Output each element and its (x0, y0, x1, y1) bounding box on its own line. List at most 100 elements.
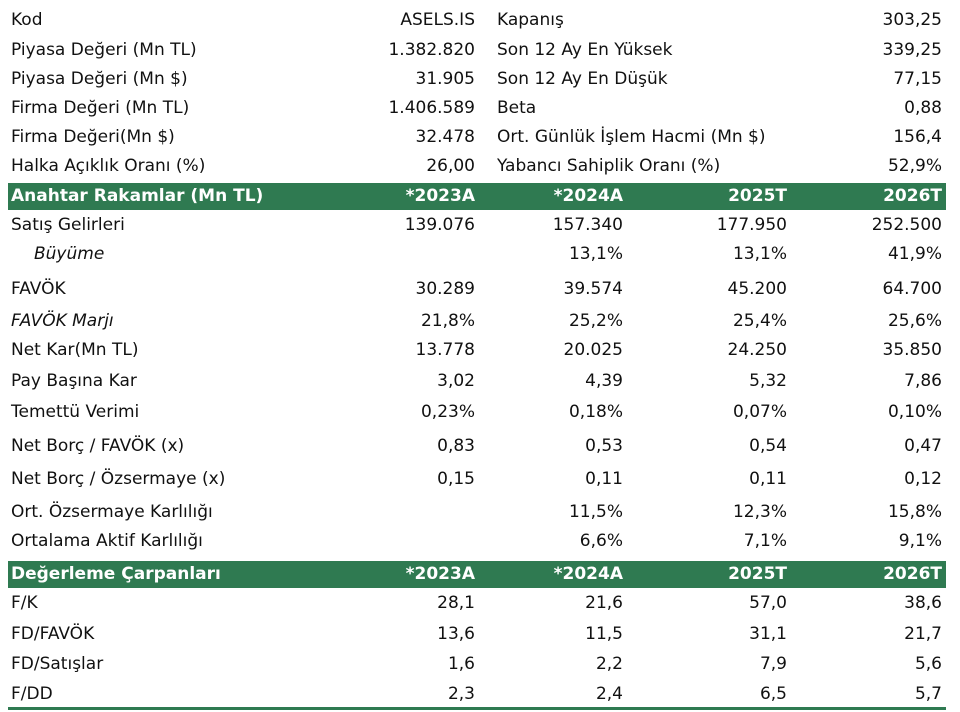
summary-label: Piyasa Değeri (Mn TL) (11, 40, 197, 60)
summary-value-2: 0,88 (904, 98, 942, 118)
summary-value-2: 303,25 (882, 10, 942, 30)
row-value: 30.289 (415, 279, 475, 299)
row-value: 9,1% (898, 531, 942, 551)
row-value: 21,7 (904, 624, 942, 644)
row-label: Net Borç / FAVÖK (x) (11, 436, 185, 456)
key-figures-header: Anahtar Rakamlar (Mn TL) *2023A *2024A 2025… (8, 183, 946, 210)
summary-row: Firma Değeri (Mn TL) 1.406.589 Beta 0,88 (8, 95, 946, 121)
valuation-multiples-header: Değerleme Çarpanları *2023A *2024A 2025T 202… (8, 561, 946, 588)
row-label: Pay Başına Kar (11, 371, 137, 391)
row-value: 15,8% (887, 502, 942, 522)
section-title: Anahtar Rakamlar (Mn TL) (11, 186, 264, 206)
row-value: 177.950 (716, 215, 787, 235)
row-value: 0,83 (437, 436, 475, 456)
summary-label-2: Son 12 Ay En Düşük (497, 69, 668, 89)
summary-label-2: Ort. Günlük İşlem Hacmi (Mn $) (497, 127, 766, 147)
row-label: Net Borç / Özsermaye (x) (11, 469, 226, 489)
summary-value: 32.478 (415, 127, 475, 147)
summary-label: Firma Değeri(Mn $) (11, 127, 175, 147)
row-value: 1,6 (447, 654, 475, 674)
row-value: 41,9% (887, 244, 942, 264)
row-value: 25,4% (732, 311, 787, 331)
row-value: 2,2 (595, 654, 623, 674)
row-value: 252.500 (871, 215, 942, 235)
row-value: 0,15 (437, 469, 475, 489)
row-value: 0,47 (904, 436, 942, 456)
summary-value: 31.905 (415, 69, 475, 89)
summary-label: Kod (11, 10, 43, 30)
summary-value-2: 339,25 (882, 40, 942, 60)
row-value: 7,1% (743, 531, 787, 551)
row-value: 6,6% (579, 531, 623, 551)
data-row: F/DD 2,3 2,4 6,5 5,7 (8, 681, 946, 707)
column-header: *2023A (405, 564, 475, 584)
data-row: Temettü Verimi 0,23% 0,18% 0,07% 0,10% (8, 399, 946, 425)
column-header: *2023A (405, 186, 475, 206)
row-value: 2,3 (447, 684, 475, 704)
row-value: 13,1% (732, 244, 787, 264)
row-label: F/K (11, 593, 38, 613)
row-value: 13,1% (568, 244, 623, 264)
row-value: 0,11 (749, 469, 787, 489)
row-value: 39.574 (563, 279, 623, 299)
row-value: 11,5% (568, 502, 623, 522)
summary-value: 1.382.820 (388, 40, 475, 60)
summary-value: 26,00 (426, 156, 475, 176)
data-row: Net Borç / FAVÖK (x) 0,83 0,53 0,54 0,47 (8, 433, 946, 459)
row-value: 0,54 (749, 436, 787, 456)
row-value: 5,6 (914, 654, 942, 674)
section-title: Değerleme Çarpanları (11, 564, 221, 584)
row-value: 21,6 (585, 593, 623, 613)
row-value: 20.025 (563, 340, 623, 360)
summary-label-2: Kapanış (497, 10, 564, 30)
row-value: 35.850 (882, 340, 942, 360)
row-value: 0,53 (585, 436, 623, 456)
data-row: Net Borç / Özsermaye (x) 0,15 0,11 0,11 0,12 (8, 466, 946, 492)
summary-value-2: 52,9% (887, 156, 942, 176)
row-value: 0,23% (420, 402, 475, 422)
summary-label-2: Son 12 Ay En Yüksek (497, 40, 673, 60)
summary-row: Piyasa Değeri (Mn TL) 1.382.820 Son 12 Ay … (8, 37, 946, 63)
row-value: 64.700 (882, 279, 942, 299)
column-header: 2025T (728, 564, 787, 584)
row-value: 7,9 (759, 654, 787, 674)
data-row: FAVÖK Marjı 21,8% 25,2% 25,4% 25,6% (8, 308, 946, 334)
row-value: 157.340 (552, 215, 623, 235)
row-label: Ort. Özsermaye Karlılığı (11, 502, 213, 522)
row-value: 24.250 (727, 340, 787, 360)
data-row: Satış Gelirleri 139.076 157.340 177.950 252.… (8, 212, 946, 238)
data-row: Ort. Özsermaye Karlılığı 11,5% 12,3% 15,8% (8, 499, 946, 525)
data-row: FD/FAVÖK 13,6 11,5 31,1 21,7 (8, 621, 946, 647)
summary-value: 1.406.589 (388, 98, 475, 118)
row-value: 11,5 (585, 624, 623, 644)
row-value: 28,1 (437, 593, 475, 613)
summary-label-2: Yabancı Sahiplik Oranı (%) (497, 156, 721, 176)
row-value: 57,0 (749, 593, 787, 613)
bottom-divider (8, 707, 946, 710)
row-value: 0,10% (887, 402, 942, 422)
row-label: Büyüme (34, 244, 105, 264)
row-value: 38,6 (904, 593, 942, 613)
data-row: F/K 28,1 21,6 57,0 38,6 (8, 590, 946, 616)
column-header: *2024A (553, 186, 623, 206)
row-value: 13,6 (437, 624, 475, 644)
row-label: Ortalama Aktif Karlılığı (11, 531, 203, 551)
row-value: 3,02 (437, 371, 475, 391)
row-value: 0,18% (568, 402, 623, 422)
row-value: 7,86 (904, 371, 942, 391)
row-value: 0,11 (585, 469, 623, 489)
row-label: FD/Satışlar (11, 654, 104, 674)
row-value: 45.200 (727, 279, 787, 299)
data-row: FAVÖK 30.289 39.574 45.200 64.700 (8, 276, 946, 302)
row-label: F/DD (11, 684, 53, 704)
summary-label-2: Beta (497, 98, 537, 118)
row-label: FAVÖK (11, 279, 66, 299)
row-value: 5,32 (749, 371, 787, 391)
summary-value: ASELS.IS (400, 10, 475, 30)
row-value: 2,4 (595, 684, 623, 704)
column-header: 2026T (883, 186, 942, 206)
row-label: Net Kar(Mn TL) (11, 340, 139, 360)
summary-label: Firma Değeri (Mn TL) (11, 98, 190, 118)
row-value: 5,7 (914, 684, 942, 704)
row-label: FAVÖK Marjı (11, 311, 114, 331)
